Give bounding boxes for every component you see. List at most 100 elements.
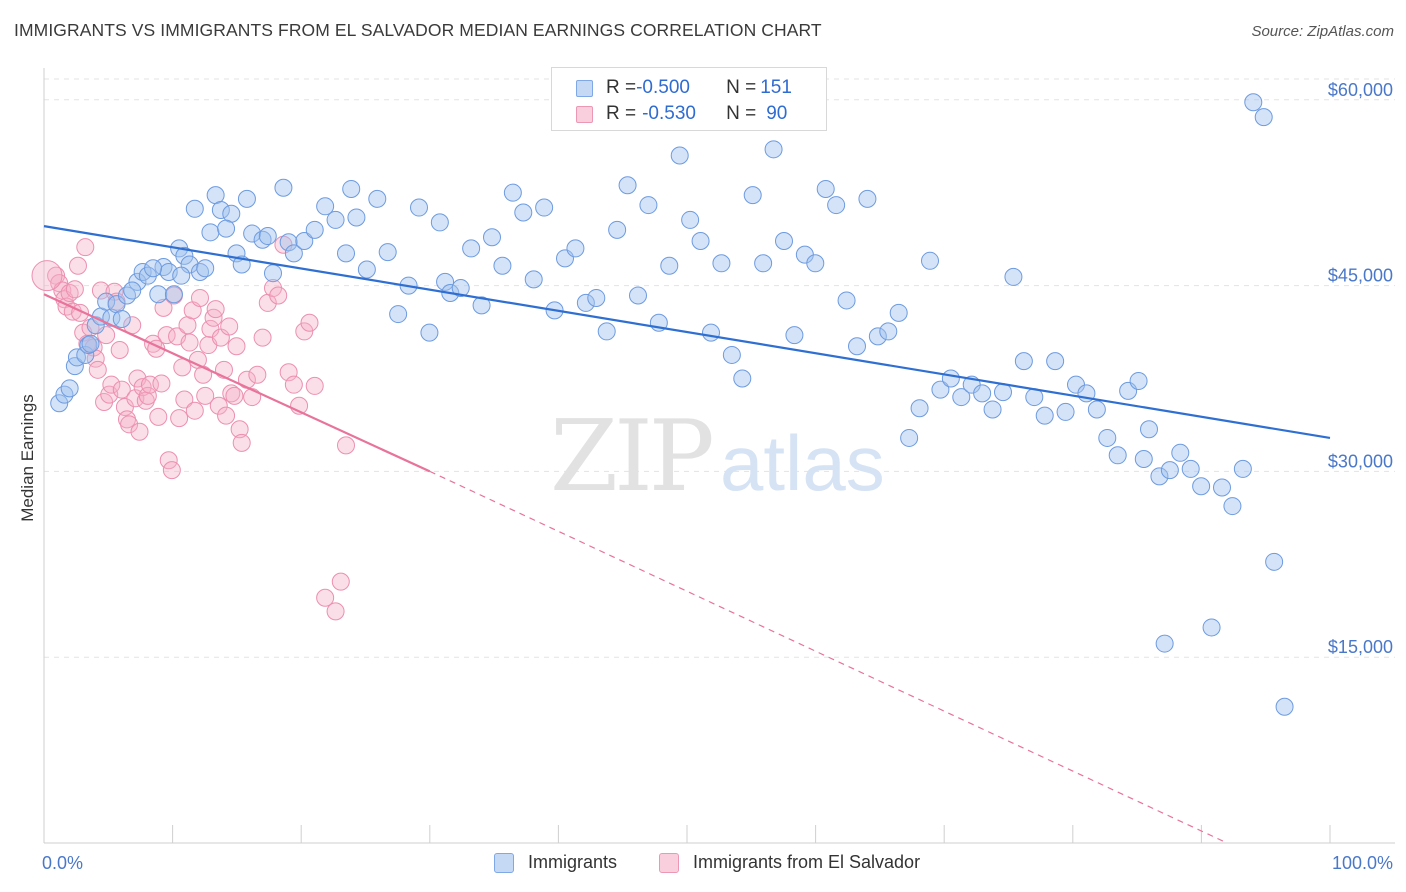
pink-data-point — [206, 300, 225, 319]
blue-data-point — [1181, 459, 1200, 478]
blue-data-point — [1223, 497, 1242, 516]
pink-data-point — [91, 281, 110, 300]
x-tick-label: 0.0% — [42, 853, 83, 873]
blue-data-point — [785, 326, 804, 345]
legend-label-immigrants: Immigrants — [528, 852, 618, 872]
pink-data-point — [76, 238, 95, 257]
pink-data-point — [191, 288, 209, 307]
watermark: ZIP atlas — [550, 400, 885, 514]
legend-swatch-immigrants — [494, 852, 514, 873]
series-legend: Immigrants Immigrants from El Salvador — [0, 852, 1406, 878]
pink-data-point — [194, 365, 213, 384]
blue-data-point — [931, 380, 950, 399]
pink-data-point — [65, 280, 84, 299]
blue-data-point — [816, 179, 835, 198]
blue-data-point — [1087, 400, 1106, 419]
blue-data-point — [410, 198, 428, 217]
pink-data-point — [248, 365, 267, 384]
blue-data-point — [754, 254, 773, 273]
blue-data-point — [618, 176, 637, 195]
blue-data-point — [1213, 478, 1231, 497]
legend-item-immigrants[interactable]: Immigrants — [494, 852, 617, 873]
blue-data-point — [712, 254, 731, 273]
blue-data-point — [660, 256, 679, 275]
blue-data-point — [211, 201, 230, 220]
pink-data-point — [138, 386, 157, 405]
blue-data-point — [164, 285, 183, 304]
blue-data-point — [472, 296, 491, 315]
blue-series-points — [50, 93, 1294, 716]
pink-data-point — [152, 374, 171, 393]
blue-data-point — [983, 400, 1002, 419]
watermark-atlas: atlas — [720, 419, 885, 507]
blue-data-point — [952, 388, 971, 407]
blue-data-point — [185, 199, 204, 218]
blue-data-point — [910, 399, 929, 418]
blue-data-point — [118, 286, 136, 305]
blue-data-point — [347, 208, 366, 227]
blue-data-point — [503, 183, 522, 202]
pink-data-point — [331, 572, 350, 591]
pink-data-point — [159, 451, 178, 470]
blue-data-point — [274, 178, 293, 197]
blue-data-point — [524, 270, 543, 289]
blue-data-point — [587, 288, 606, 307]
blue-data-point — [597, 322, 616, 341]
blue-data-point — [1035, 406, 1054, 425]
blue-data-point — [97, 292, 116, 311]
legend-item-el-salvador[interactable]: Immigrants from El Salvador — [659, 852, 920, 873]
blue-data-point — [806, 254, 825, 273]
blue-data-point — [430, 213, 449, 232]
legend-r-label: R = — [606, 77, 637, 98]
blue-data-point — [535, 198, 554, 217]
legend-label-el-salvador: Immigrants from El Salvador — [693, 852, 921, 872]
blue-data-point — [941, 369, 960, 388]
blue-data-point — [76, 345, 95, 364]
blue-data-point — [837, 291, 856, 310]
legend-row-immigrants: R = -0.500 N = 151 — [552, 74, 792, 102]
blue-data-point — [1275, 697, 1294, 716]
blue-data-point — [378, 243, 397, 262]
blue-data-point — [144, 259, 163, 278]
blue-data-point — [258, 227, 277, 246]
legend-swatch-immigrants — [576, 79, 593, 97]
legend-n-label: N = — [726, 77, 757, 98]
blue-data-point — [1160, 461, 1179, 480]
blue-data-point — [973, 384, 992, 403]
blue-data-point — [858, 189, 877, 208]
watermark-zip: ZIP — [550, 400, 712, 514]
blue-data-point — [175, 246, 194, 265]
legend-r-label: R = — [606, 103, 637, 124]
blue-data-point — [462, 239, 481, 258]
pink-trend-line — [43, 293, 431, 473]
blue-data-point — [123, 281, 142, 300]
blue-data-point — [889, 303, 908, 322]
legend-n-value: 90 — [766, 103, 788, 124]
blue-data-point — [237, 189, 256, 208]
blue-data-point — [722, 345, 741, 364]
blue-data-point — [60, 379, 79, 398]
blue-data-point — [670, 146, 689, 165]
blue-data-point — [1265, 552, 1284, 571]
pink-data-point — [196, 386, 215, 405]
pink-data-point — [185, 401, 204, 420]
blue-data-point — [1014, 352, 1033, 371]
blue-data-point — [436, 272, 455, 291]
blue-data-point — [172, 266, 191, 285]
legend-n-label: N = — [726, 103, 757, 124]
blue-data-point — [295, 231, 314, 250]
pink-trend-extension — [429, 470, 1228, 844]
legend-r-value: -0.500 — [636, 77, 690, 98]
stats-legend: R = -0.500 N = 151 R = -0.530 N = 90 — [551, 67, 827, 131]
blue-data-point — [900, 428, 919, 447]
blue-data-point — [514, 203, 533, 222]
axes — [43, 68, 1395, 844]
pink-data-point — [112, 380, 131, 399]
blue-data-point — [775, 231, 793, 250]
blue-data-point — [264, 264, 282, 283]
blue-data-point — [149, 285, 168, 304]
blue-data-point — [702, 323, 720, 342]
pink-data-point — [88, 360, 107, 379]
legend-swatch-el-salvador — [576, 105, 593, 123]
blue-data-point — [112, 310, 131, 329]
